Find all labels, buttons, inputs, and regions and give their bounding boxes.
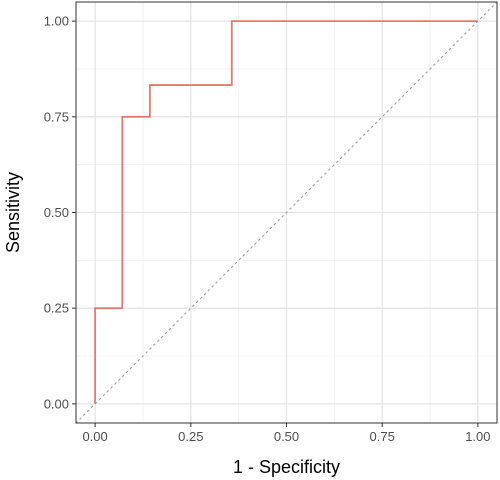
x-tick-label: 0.25 bbox=[178, 429, 203, 444]
roc-curve bbox=[94, 20, 478, 404]
x-tick-label: 0.75 bbox=[370, 429, 395, 444]
x-axis-title: 1 - Specificity bbox=[233, 457, 340, 477]
y-tick-label: 0.75 bbox=[44, 109, 69, 124]
x-tick-label: 1.00 bbox=[465, 429, 490, 444]
y-tick-label: 0.25 bbox=[44, 301, 69, 316]
y-axis-title: Sensitivity bbox=[3, 172, 23, 253]
x-tick-label: 0.50 bbox=[274, 429, 299, 444]
roc-series bbox=[94, 20, 478, 404]
reference-line bbox=[75, 1, 498, 424]
y-tick-label: 1.00 bbox=[44, 14, 69, 29]
y-axis-ticks: 0.00 0.25 0.50 0.75 1.00 bbox=[44, 14, 76, 411]
x-axis-ticks: 0.00 0.25 0.50 0.75 1.00 bbox=[82, 423, 491, 444]
x-tick-label: 0.00 bbox=[82, 429, 107, 444]
reference-diagonal bbox=[75, 1, 498, 424]
y-tick-label: 0.50 bbox=[44, 205, 69, 220]
y-tick-label: 0.00 bbox=[44, 396, 69, 411]
